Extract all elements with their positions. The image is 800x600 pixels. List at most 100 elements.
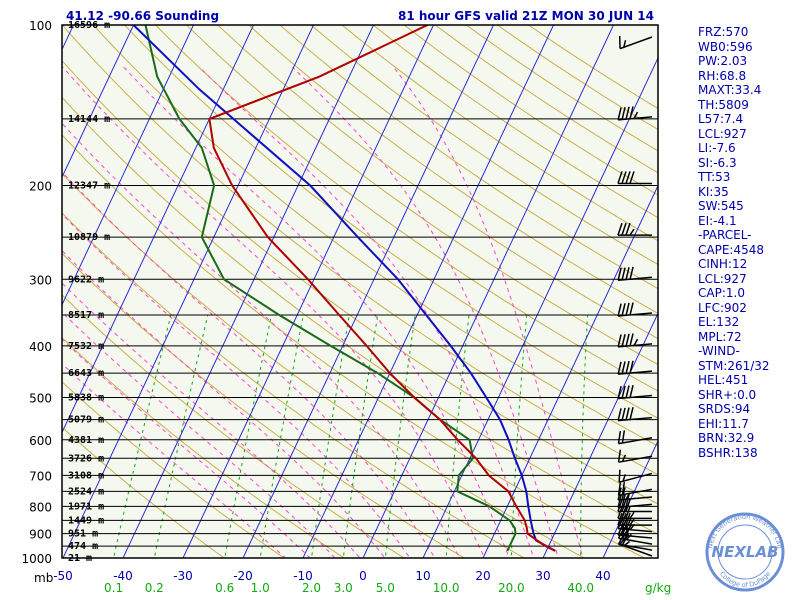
index-item: EL:132 [698,315,740,329]
wind-barb-feather [625,385,630,398]
plot-frame [61,24,659,559]
wind-barb [617,430,653,445]
dry-adiabat [310,25,658,266]
height-label: 1971 m [68,501,104,512]
temperature-label: 40 [595,569,610,583]
wind-barb-feather [617,499,623,512]
index-item: TT:53 [698,170,731,184]
wind-barb-feather [621,481,626,495]
wind-barb-feather [625,360,630,374]
wind-barb-feather [618,469,621,483]
mixing-ratio-label: 10.0 [433,581,460,595]
height-label: 4381 m [68,435,104,446]
index-item: STM:261/32 [698,358,770,373]
mixing-ratio-label: 5.0 [376,581,395,595]
index-item: MPL:72 [698,329,742,344]
dry-adiabat [62,294,406,558]
temperature-label: 30 [535,569,550,583]
wind-barb-feather [617,171,623,184]
index-item: PW:2.03 [698,54,748,68]
index-item: LCL:927 [698,271,747,286]
index-item: FRZ:570 [698,25,749,39]
wind-barb-staff [619,36,653,50]
index-item: LFC:902 [698,300,747,315]
wind-barb [617,384,653,400]
wind-barb-feather [629,228,635,236]
moist-adiabat [62,249,386,558]
index-item: EHI:11.7 [698,416,749,431]
wind-barb-staff [618,527,653,533]
wind-barb-staff [618,543,653,551]
wind-barb-feather [625,333,630,347]
wind-barb-feather [625,171,631,184]
wind-barb [617,171,652,185]
index-item: MAXT:33.4 [698,83,762,97]
wind-barb-feather [625,499,631,512]
wind-barb [617,494,653,509]
index-item: CAP:1.0 [698,286,745,300]
wind-barb [617,487,653,501]
mixing-ratio-line [384,314,416,558]
mixing-ratio-line [224,314,272,558]
isotherm [362,25,615,558]
temperature-label: 20 [475,569,490,583]
wind-barb-feather [621,267,626,281]
wind-barb [617,360,653,375]
wind-barb-feather [621,407,626,421]
wind-barb [617,266,653,282]
height-label: 9622 m [68,274,104,285]
wind-barb-feather [625,106,630,120]
moist-adiabat [393,66,584,558]
logo-text: NEXLAB [712,543,779,561]
height-label: 16596 m [68,20,110,31]
pressure-label: 800 [29,500,52,514]
wind-barb-feather [617,361,622,375]
wind-barb-feather [621,499,627,512]
wind-barb-staff [618,437,653,445]
wind-barb-staff [618,537,653,545]
index-item: L57:7.4 [698,112,744,126]
wind-barb-feather [629,360,634,374]
model-run: 81 hour GFS valid 21Z MON 30 JUN 14 [398,9,654,23]
wind-barb-feather [621,303,626,316]
index-item: LCL:927 [698,126,747,141]
wind-barb-feather [617,334,622,348]
wind-barb-feather [629,407,634,420]
wind-barb-feather [621,385,626,399]
mixing-ratio-unit: g/kg [645,581,671,595]
index-item: CAPE:4548 [698,242,764,257]
wind-barb [617,333,653,348]
moist-adiabat [62,213,411,558]
wind-barb [617,506,652,520]
pressure-label: 500 [29,392,52,406]
mixing-ratio-label: 0.1 [104,581,123,595]
temperature-profile [208,25,556,552]
isotherm [62,25,255,434]
wind-barb-feather [625,506,631,519]
wind-barb-feather [617,386,622,399]
height-label: 2524 m [68,486,104,497]
height-label: 1449 m [68,515,104,526]
wind-barb-staff [618,394,653,400]
temperature-label: -10 [293,569,313,583]
wind-barb-feather [625,302,630,316]
pressure-label: 700 [29,469,52,483]
pressure-label: 100 [29,19,52,33]
isotherm [122,25,375,558]
pressure-label: 600 [29,434,52,448]
height-label: 21 m [68,553,92,564]
moist-adiabat [62,282,361,558]
wind-barb-feather [621,454,627,462]
dry-adiabat [185,25,658,366]
wind-barb-feather [621,222,627,236]
dry-adiabat [62,134,646,558]
dry-adiabat [62,212,526,558]
index-item: HEL:451 [698,373,749,387]
parcel-path [132,25,556,552]
wind-barb-feather [617,506,623,519]
wind-barb [617,407,653,422]
height-label: 3726 m [68,453,104,464]
wind-barb-feather [629,384,634,398]
wind-barb [618,469,653,483]
